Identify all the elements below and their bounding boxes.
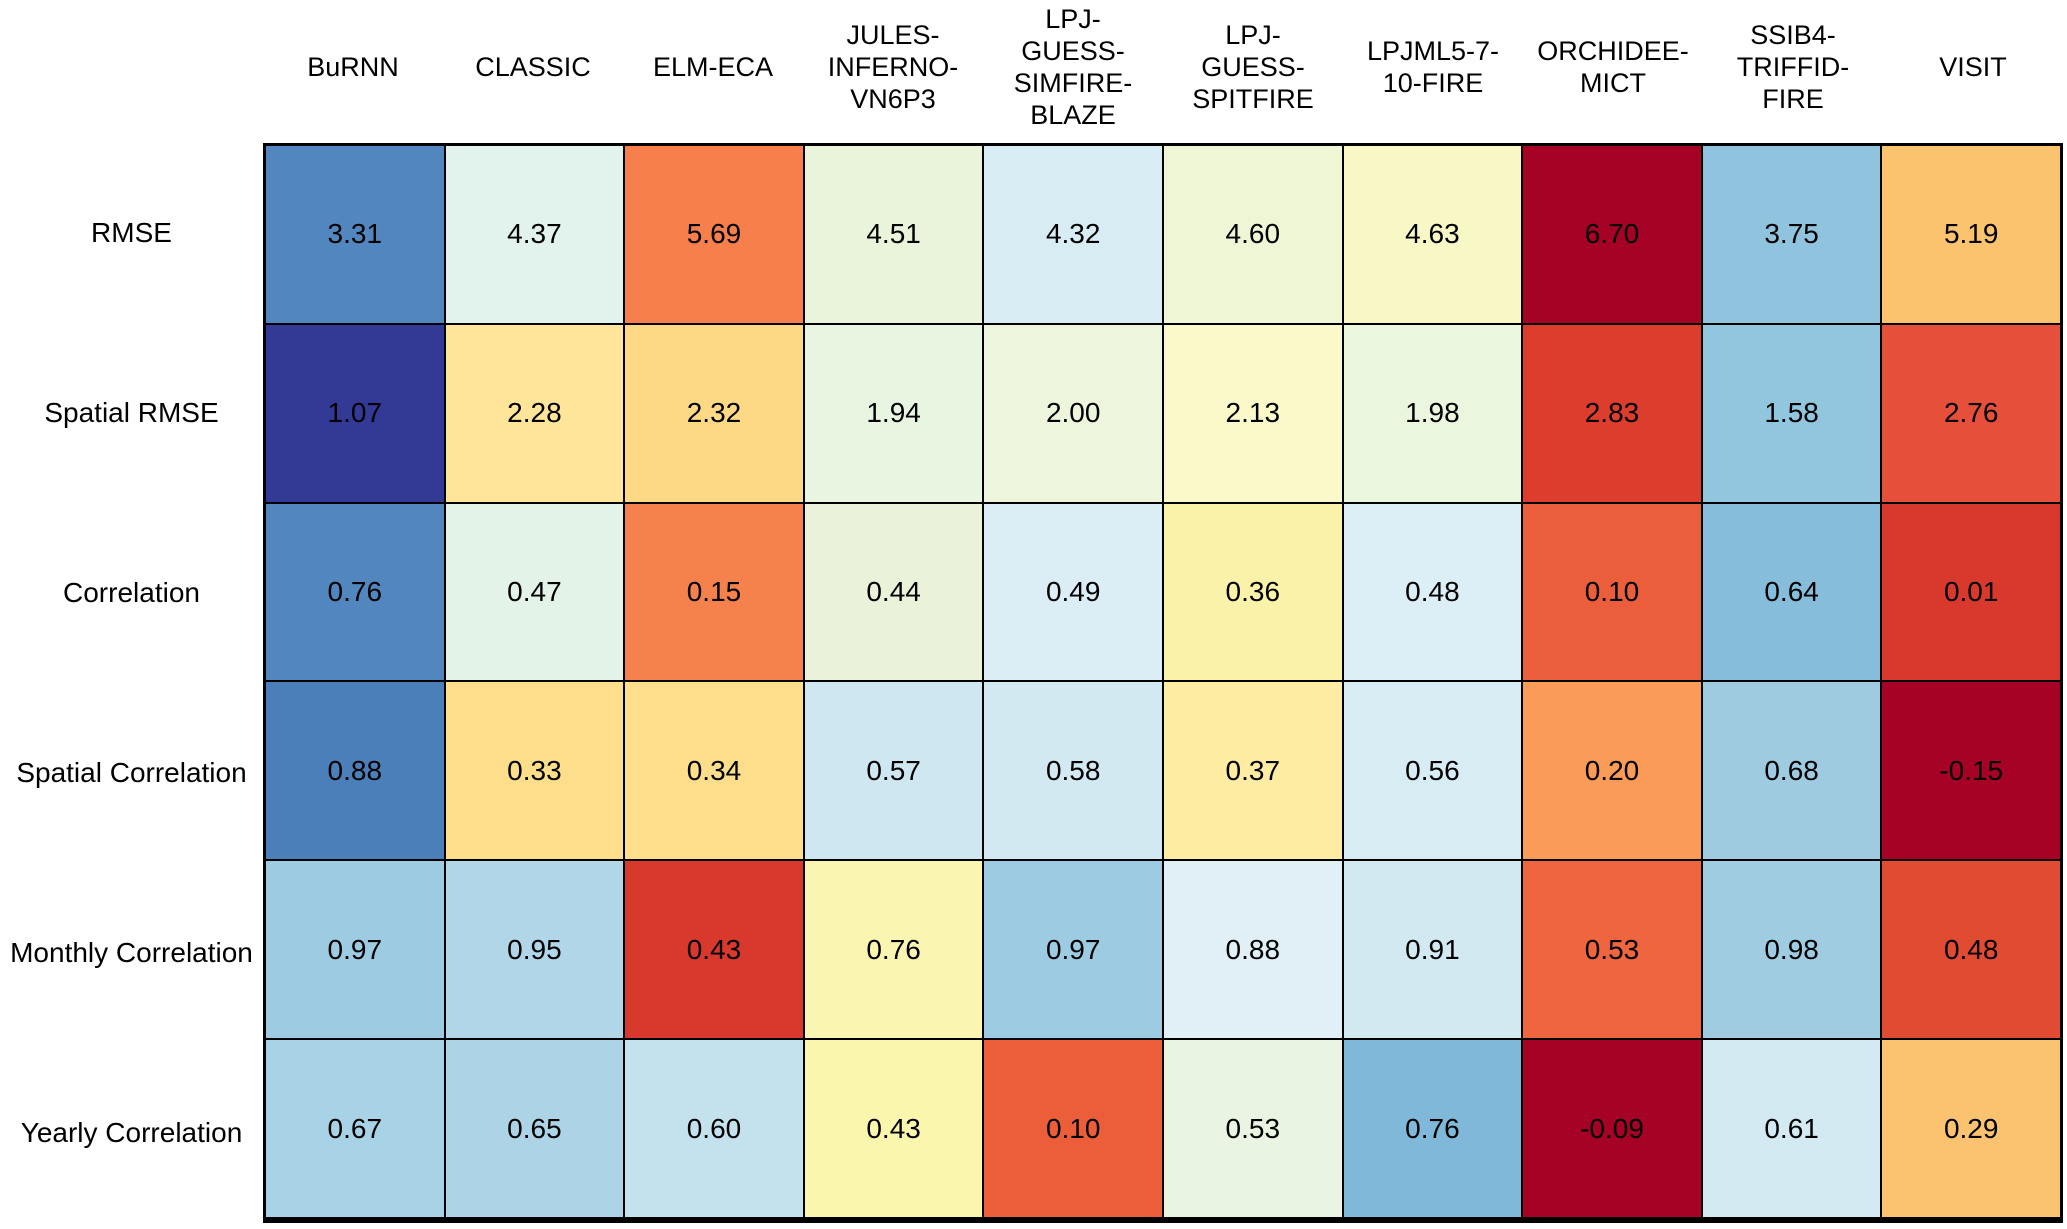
- heatmap-cell-spatial-rmse-jules-inferno-vn6p3: 1.94: [803, 323, 984, 503]
- row-label-spatial-correlation: Spatial Correlation: [16, 757, 247, 788]
- heatmap-cell-yearly-correlation-burnn: 0.67: [265, 1039, 445, 1218]
- heatmap-cell-rmse-elm-eca: 5.69: [624, 145, 804, 324]
- heatmap-cell-correlation-lpjml5-7-10-fire: 0.48: [1342, 502, 1523, 682]
- heatmap-cell-yearly-correlation-elm-eca: 0.60: [624, 1039, 804, 1218]
- column-header-jules-inferno-vn6p3: JULES- INFERNO- VN6P3: [803, 0, 983, 133]
- heatmap-cell-yearly-correlation-visit: 0.29: [1881, 1039, 2061, 1218]
- heatmap-cell-yearly-correlation-lpj-guess-spitfire: 0.53: [1163, 1039, 1343, 1218]
- heatmap-cell-monthly-correlation-jules-inferno-vn6p3: 0.76: [803, 860, 984, 1040]
- heatmap-cell-yearly-correlation-lpj-guess-simfire-blaze: 0.10: [983, 1039, 1163, 1218]
- heatmap-cell-monthly-correlation-elm-eca: 0.43: [624, 860, 804, 1040]
- column-header-line: SIMFIRE-: [1013, 67, 1133, 98]
- heatmap-cell-monthly-correlation-classic: 0.95: [444, 860, 625, 1040]
- column-header-orchidee-mict: ORCHIDEE- MICT: [1523, 0, 1703, 133]
- heatmap-cell-correlation-lpj-guess-spitfire: 0.36: [1163, 502, 1343, 682]
- row-label-rmse: RMSE: [91, 217, 172, 248]
- column-header-line: 10-FIRE: [1382, 67, 1484, 98]
- heatmap-cell-rmse-lpj-guess-spitfire: 4.60: [1163, 145, 1343, 324]
- heatmap-cell-rmse-jules-inferno-vn6p3: 4.51: [803, 145, 984, 324]
- column-header-ssib4-triffid-fire: SSIB4- TRIFFID- FIRE: [1703, 0, 1883, 133]
- heatmap-cell-yearly-correlation-classic: 0.65: [444, 1039, 625, 1218]
- column-header-line: INFERNO-: [827, 51, 959, 82]
- row-label-yearly-correlation: Yearly Correlation: [20, 1117, 243, 1148]
- column-header-line: LPJ-: [1225, 19, 1281, 50]
- heatmap-cell-spatial-correlation-orchidee-mict: 0.20: [1522, 681, 1702, 861]
- heatmap-cell-correlation-orchidee-mict: 0.10: [1522, 502, 1702, 682]
- column-header-lpjml5-7-10-fire: LPJML5-7- 10-FIRE: [1343, 0, 1523, 133]
- column-header-visit: VISIT: [1883, 0, 2063, 133]
- heatmap-grid: 3.31 4.37 5.69 4.51 4.32 4.60 4.63 6.70 3.75 5.19…: [263, 143, 2063, 1223]
- heatmap-cell-spatial-rmse-lpjml5-7-10-fire: 1.98: [1342, 323, 1523, 503]
- heatmap-cell-monthly-correlation-ssib4-triffid-fire: 0.98: [1701, 860, 1882, 1040]
- heatmap-cell-spatial-rmse-orchidee-mict: 2.83: [1522, 323, 1702, 503]
- heatmap-cell-spatial-correlation-burnn: 0.88: [265, 681, 445, 861]
- heatmap-cell-correlation-jules-inferno-vn6p3: 0.44: [803, 502, 984, 682]
- column-header-classic: CLASSIC: [443, 0, 623, 133]
- heatmap-cell-spatial-rmse-elm-eca: 2.32: [624, 323, 804, 503]
- heatmap-cell-correlation-ssib4-triffid-fire: 0.64: [1701, 502, 1882, 682]
- heatmap-cell-monthly-correlation-visit: 0.48: [1881, 860, 2061, 1040]
- heatmap-cell-spatial-correlation-elm-eca: 0.34: [624, 681, 804, 861]
- heatmap-cell-spatial-rmse-burnn: 1.07: [265, 323, 445, 503]
- heatmap-cell-rmse-orchidee-mict: 6.70: [1522, 145, 1702, 324]
- column-header-line: BLAZE: [1030, 99, 1116, 130]
- heatmap-cell-rmse-lpj-guess-simfire-blaze: 4.32: [983, 145, 1163, 324]
- column-header-line: SSIB4-: [1750, 19, 1836, 50]
- heatmap-cell-spatial-rmse-ssib4-triffid-fire: 1.58: [1701, 323, 1882, 503]
- heatmap-cell-rmse-burnn: 3.31: [265, 145, 445, 324]
- heatmap-cell-correlation-visit: 0.01: [1881, 502, 2061, 682]
- row-label-correlation: Correlation: [63, 577, 200, 608]
- heatmap-cell-spatial-rmse-classic: 2.28: [444, 323, 625, 503]
- column-header-line: MICT: [1580, 67, 1646, 98]
- heatmap-cell-correlation-classic: 0.47: [444, 502, 625, 682]
- heatmap-cell-spatial-correlation-ssib4-triffid-fire: 0.68: [1701, 681, 1882, 861]
- heatmap-cell-correlation-burnn: 0.76: [265, 502, 445, 682]
- heatmap-cell-yearly-correlation-jules-inferno-vn6p3: 0.43: [803, 1039, 984, 1218]
- heatmap-cell-spatial-rmse-lpj-guess-simfire-blaze: 2.00: [983, 323, 1163, 503]
- heatmap-cell-yearly-correlation-ssib4-triffid-fire: 0.61: [1701, 1039, 1882, 1218]
- heatmap-cell-spatial-rmse-visit: 2.76: [1881, 323, 2061, 503]
- heatmap-cell-rmse-ssib4-triffid-fire: 3.75: [1701, 145, 1882, 324]
- heatmap-cell-spatial-correlation-lpjml5-7-10-fire: 0.56: [1342, 681, 1523, 861]
- heatmap-cell-spatial-correlation-lpj-guess-simfire-blaze: 0.58: [983, 681, 1163, 861]
- heatmap-cell-monthly-correlation-lpj-guess-spitfire: 0.88: [1163, 860, 1343, 1040]
- column-header-lpj-guess-simfire-blaze: LPJ- GUESS- SIMFIRE- BLAZE: [983, 0, 1163, 133]
- column-header-line: JULES-: [846, 19, 940, 50]
- column-header-line: GUESS-: [1201, 51, 1305, 82]
- column-header-line: VISIT: [1939, 51, 2007, 82]
- heatmap-cell-spatial-correlation-lpj-guess-spitfire: 0.37: [1163, 681, 1343, 861]
- heatmap-cell-spatial-correlation-jules-inferno-vn6p3: 0.57: [803, 681, 984, 861]
- column-header-line: ORCHIDEE-: [1537, 35, 1689, 66]
- column-header-line: ELM-ECA: [652, 51, 774, 82]
- column-header-line: GUESS-: [1021, 35, 1125, 66]
- heatmap-cell-rmse-classic: 4.37: [444, 145, 625, 324]
- column-header-line: CLASSIC: [475, 51, 591, 82]
- column-header-line: VN6P3: [850, 83, 936, 114]
- column-header-lpj-guess-spitfire: LPJ- GUESS- SPITFIRE: [1163, 0, 1343, 133]
- column-header-line: SPITFIRE: [1192, 83, 1314, 114]
- heatmap-cell-spatial-correlation-classic: 0.33: [444, 681, 625, 861]
- heatmap-cell-rmse-visit: 5.19: [1881, 145, 2061, 324]
- row-label-spatial-rmse: Spatial RMSE: [44, 397, 219, 428]
- column-header-line: BuRNN: [307, 51, 399, 82]
- heatmap-cell-yearly-correlation-orchidee-mict: -0.09: [1522, 1039, 1702, 1218]
- heatmap-cell-correlation-elm-eca: 0.15: [624, 502, 804, 682]
- column-header-line: FIRE: [1762, 83, 1824, 114]
- column-header-line: LPJML5-7-: [1366, 35, 1500, 66]
- heatmap-cell-spatial-rmse-lpj-guess-spitfire: 2.13: [1163, 323, 1343, 503]
- heatmap-cell-monthly-correlation-burnn: 0.97: [265, 860, 445, 1040]
- heatmap-cell-monthly-correlation-lpj-guess-simfire-blaze: 0.97: [983, 860, 1163, 1040]
- column-header-elm-eca: ELM-ECA: [623, 0, 803, 133]
- heatmap-cell-yearly-correlation-lpjml5-7-10-fire: 0.76: [1342, 1039, 1523, 1218]
- heatmap-cell-monthly-correlation-orchidee-mict: 0.53: [1522, 860, 1702, 1040]
- column-header-burnn: BuRNN: [263, 0, 443, 133]
- row-label-monthly-correlation: Monthly Correlation: [10, 937, 253, 968]
- column-header-line: TRIFFID-: [1736, 51, 1850, 82]
- column-header-line: LPJ-: [1045, 3, 1101, 34]
- heatmap-cell-monthly-correlation-lpjml5-7-10-fire: 0.91: [1342, 860, 1523, 1040]
- heatmap-cell-spatial-correlation-visit: -0.15: [1881, 681, 2061, 861]
- heatmap-cell-rmse-lpjml5-7-10-fire: 4.63: [1342, 145, 1523, 324]
- heatmap-cell-correlation-lpj-guess-simfire-blaze: 0.49: [983, 502, 1163, 682]
